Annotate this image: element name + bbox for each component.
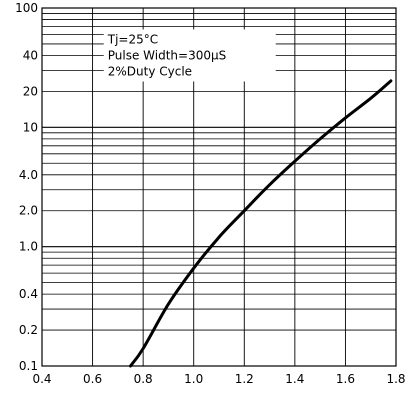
x-tick-label: 0.6 (83, 372, 102, 386)
y-tick-label: 40 (23, 48, 38, 62)
y-tick-label: 4.0 (19, 168, 38, 182)
plot-frame (41, 7, 397, 367)
x-tick-label: 1.8 (386, 372, 405, 386)
annotation-duty-cycle: 2%Duty Cycle (108, 64, 192, 78)
grid-lines (41, 8, 397, 367)
y-tick-label: 20 (23, 84, 38, 98)
y-tick-labels: 100 40 20 10 4.0 2.0 1.0 0.4 0.2 0.1 (15, 1, 38, 373)
x-tick-labels: 0.4 0.6 0.8 1.0 1.2 1.4 1.6 1.8 (32, 372, 405, 386)
x-tick-label: 0.8 (134, 372, 153, 386)
x-tick-label: 1.0 (184, 372, 203, 386)
x-tick-label: 1.2 (235, 372, 254, 386)
y-tick-label: 0.2 (19, 323, 38, 337)
y-tick-label: 0.4 (19, 287, 38, 301)
series-line (129, 79, 393, 368)
y-tick-label: 100 (15, 1, 38, 15)
x-tick-label: 1.4 (285, 372, 304, 386)
y-tick-label: 0.1 (19, 359, 38, 373)
y-tick-label: 10 (23, 120, 38, 134)
y-tick-label: 1.0 (19, 240, 38, 254)
y-tick-label: 2.0 (19, 204, 38, 218)
x-tick-label: 1.6 (336, 372, 355, 386)
annotation-box (103, 29, 276, 82)
annotation-pulse-width: Pulse Width=300μS (108, 48, 227, 62)
x-tick-label: 0.4 (32, 372, 51, 386)
annotation-temperature: Tj=25°C (107, 32, 158, 46)
series-curve (129, 79, 393, 368)
